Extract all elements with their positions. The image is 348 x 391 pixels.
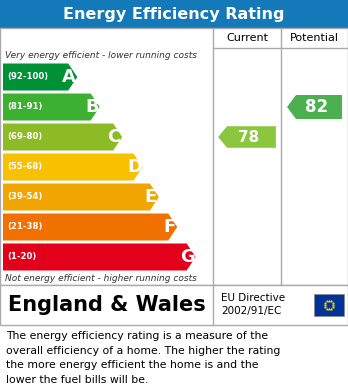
- Polygon shape: [3, 154, 143, 181]
- Bar: [0, 28, 348, 285]
- Text: Very energy efficient - lower running costs: Very energy efficient - lower running co…: [5, 50, 197, 59]
- Bar: [0, 0, 348, 28]
- Text: (39-54): (39-54): [7, 192, 42, 201]
- Text: overall efficiency of a home. The higher the rating: overall efficiency of a home. The higher…: [6, 346, 280, 356]
- Text: (21-38): (21-38): [7, 222, 42, 231]
- Polygon shape: [3, 244, 196, 271]
- Text: England & Wales: England & Wales: [8, 295, 206, 315]
- Text: D: D: [127, 158, 142, 176]
- Text: (92-100): (92-100): [7, 72, 48, 81]
- Text: (81-91): (81-91): [7, 102, 42, 111]
- Text: Potential: Potential: [290, 33, 339, 43]
- Text: the more energy efficient the home is and the: the more energy efficient the home is an…: [6, 360, 259, 370]
- Text: 2002/91/EC: 2002/91/EC: [221, 306, 282, 316]
- Text: (1-20): (1-20): [7, 253, 36, 262]
- Text: 78: 78: [238, 129, 260, 145]
- Text: B: B: [85, 98, 98, 116]
- Polygon shape: [287, 95, 342, 119]
- Text: C: C: [108, 128, 121, 146]
- Polygon shape: [3, 93, 100, 120]
- Text: (55-68): (55-68): [7, 163, 42, 172]
- Text: (69-80): (69-80): [7, 133, 42, 142]
- Text: EU Directive: EU Directive: [221, 293, 285, 303]
- Text: F: F: [163, 218, 175, 236]
- Text: E: E: [145, 188, 157, 206]
- Bar: [0, 285, 348, 325]
- Polygon shape: [218, 126, 276, 148]
- Text: Not energy efficient - higher running costs: Not energy efficient - higher running co…: [5, 274, 197, 283]
- Text: G: G: [180, 248, 195, 266]
- Bar: [314, 294, 344, 316]
- Polygon shape: [3, 213, 177, 240]
- Polygon shape: [3, 183, 159, 210]
- Text: lower the fuel bills will be.: lower the fuel bills will be.: [6, 375, 148, 385]
- Text: Energy Efficiency Rating: Energy Efficiency Rating: [63, 7, 285, 22]
- Text: A: A: [62, 68, 76, 86]
- Text: 82: 82: [305, 98, 328, 116]
- Polygon shape: [3, 124, 122, 151]
- Polygon shape: [3, 63, 77, 90]
- Text: Current: Current: [226, 33, 268, 43]
- Text: The energy efficiency rating is a measure of the: The energy efficiency rating is a measur…: [6, 331, 268, 341]
